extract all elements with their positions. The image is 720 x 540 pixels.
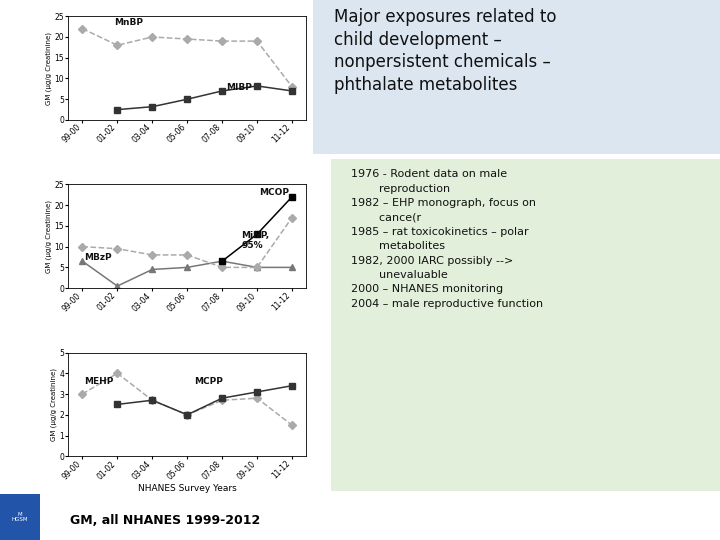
Text: MEHP: MEHP xyxy=(84,377,114,386)
Y-axis label: GM (µg/g Creatinine): GM (µg/g Creatinine) xyxy=(50,368,57,441)
Text: 1976 - Rodent data on male
        reproduction
1982 – EHP monograph, focus on
 : 1976 - Rodent data on male reproduction … xyxy=(351,169,543,309)
Text: MIBP: MIBP xyxy=(225,83,251,92)
Text: GM, all NHANES 1999-2012: GM, all NHANES 1999-2012 xyxy=(71,514,261,526)
Text: Major exposures related to
child development –
nonpersistent chemicals –
phthala: Major exposures related to child develop… xyxy=(333,8,556,94)
Text: MCPP: MCPP xyxy=(194,377,223,386)
Text: MiNP,
95%: MiNP, 95% xyxy=(241,231,269,250)
Text: MBzP: MBzP xyxy=(84,253,112,261)
X-axis label: NHANES Survey Years: NHANES Survey Years xyxy=(138,484,237,493)
Text: MCOP: MCOP xyxy=(258,188,289,197)
Text: M
HGSM: M HGSM xyxy=(12,512,28,523)
Text: MnBP: MnBP xyxy=(114,18,143,26)
Y-axis label: GM (µg/g Creatinine): GM (µg/g Creatinine) xyxy=(45,200,52,273)
Y-axis label: GM (µg/g Creatinine): GM (µg/g Creatinine) xyxy=(45,32,52,105)
